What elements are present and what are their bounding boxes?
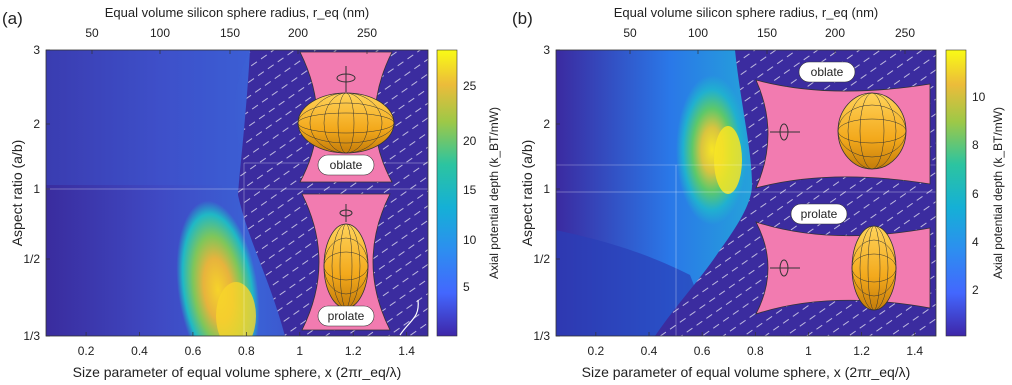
colorbar-tick-label: 4 bbox=[972, 235, 979, 249]
inset-label-prolate-b: prolate bbox=[801, 207, 838, 221]
panel-a-label: (a) bbox=[2, 9, 23, 28]
top-axis-label-b: Equal volume silicon sphere radius, r_eq… bbox=[614, 5, 878, 20]
y-tick-label: 3 bbox=[543, 43, 550, 57]
colorbar-label-b: Axial potential depth (k_BT/mW) bbox=[991, 107, 1005, 279]
colorbar-a bbox=[436, 49, 458, 337]
colorbar-tick-label: 10 bbox=[972, 90, 986, 104]
inset-label-oblate-b: oblate bbox=[811, 65, 844, 79]
colorbar-tick-label: 8 bbox=[972, 138, 979, 152]
top-tick-label: 100 bbox=[688, 26, 708, 40]
panel-a: (a) bbox=[2, 5, 501, 380]
y-tick-label: 1 bbox=[33, 182, 40, 196]
x-tick-label: 0.8 bbox=[238, 344, 255, 358]
y-axis-label-a: Aspect ratio (a/b) bbox=[9, 140, 25, 247]
y-tick-label: 2 bbox=[543, 117, 550, 131]
x-tick-label: 0.6 bbox=[694, 344, 711, 358]
inset-label-prolate-a: prolate bbox=[328, 309, 365, 323]
top-tick-label: 200 bbox=[825, 26, 845, 40]
y-tick-label: 1/3 bbox=[23, 329, 40, 343]
x-tick-label: 0.6 bbox=[185, 344, 202, 358]
y-axis-label-b: Aspect ratio (a/b) bbox=[519, 140, 535, 247]
x-tick-label: 0.2 bbox=[78, 344, 95, 358]
x-tick-label: 1.2 bbox=[853, 344, 870, 358]
x-tick-label: 0.8 bbox=[747, 344, 764, 358]
x-axis-label-a: Size parameter of equal volume sphere, x… bbox=[73, 364, 402, 380]
inset-label-oblate-a: oblate bbox=[330, 158, 363, 172]
inset-oblate-a: oblate bbox=[297, 51, 395, 183]
colorbar-tick-label: 10 bbox=[463, 233, 477, 247]
colorbar-label-a: Axial potential depth (k_BT/mW) bbox=[487, 107, 501, 279]
top-tick-label: 50 bbox=[623, 26, 637, 40]
colorbar-tick-label: 20 bbox=[463, 134, 477, 148]
axes-frame-b bbox=[555, 49, 937, 337]
top-axis-label-a: Equal volume silicon sphere radius, r_eq… bbox=[105, 5, 369, 20]
x-tick-label: 0.4 bbox=[641, 344, 658, 358]
top-tick-label: 250 bbox=[357, 26, 377, 40]
y-tick-label: 2 bbox=[33, 117, 40, 131]
panel-b-label: (b) bbox=[512, 9, 533, 28]
y-tick-label: 1 bbox=[543, 182, 550, 196]
top-tick-label: 200 bbox=[288, 26, 308, 40]
colorbar-tick-label: 5 bbox=[463, 280, 470, 294]
colorbar-b bbox=[945, 49, 967, 337]
x-tick-label: 1 bbox=[296, 344, 303, 358]
inset-oblate-b: oblate bbox=[755, 61, 931, 189]
x-axis-label-b: Size parameter of equal volume sphere, x… bbox=[582, 364, 911, 380]
panel-b: (b) oblate bbox=[512, 5, 1005, 380]
y-tick-label: 1/2 bbox=[23, 252, 40, 266]
colorbar-tick-label: 2 bbox=[972, 283, 979, 297]
top-tick-label: 250 bbox=[895, 26, 915, 40]
inset-prolate-b: prolate bbox=[755, 203, 931, 315]
x-tick-label: 1.4 bbox=[398, 344, 415, 358]
x-tick-label: 1.2 bbox=[345, 344, 362, 358]
axes-frame-a bbox=[45, 49, 429, 337]
top-tick-label: 150 bbox=[220, 26, 240, 40]
x-tick-label: 1.4 bbox=[906, 344, 923, 358]
y-tick-label: 3 bbox=[33, 43, 40, 57]
colorbar-tick-label: 6 bbox=[972, 187, 979, 201]
colorbar-tick-label: 25 bbox=[463, 79, 477, 93]
y-tick-label: 1/2 bbox=[533, 252, 550, 266]
inset-prolate-a: prolate bbox=[301, 193, 391, 331]
x-tick-label: 1 bbox=[805, 344, 812, 358]
ticks-a: 0.2 0.4 0.6 0.8 1 1.2 1.4 50 100 150 200 250 3 2 1 1/2 1… bbox=[23, 26, 476, 358]
top-tick-label: 100 bbox=[150, 26, 170, 40]
ticks-b: 0.2 0.4 0.6 0.8 1 1.2 1.4 50 100 150 200 250 3 2 1 1/2 1… bbox=[533, 26, 985, 358]
colorbar-tick-label: 15 bbox=[463, 183, 477, 197]
x-tick-label: 0.2 bbox=[588, 344, 605, 358]
x-tick-label: 0.4 bbox=[131, 344, 148, 358]
y-tick-label: 1/3 bbox=[533, 329, 550, 343]
top-tick-label: 50 bbox=[85, 26, 99, 40]
top-tick-label: 150 bbox=[757, 26, 777, 40]
